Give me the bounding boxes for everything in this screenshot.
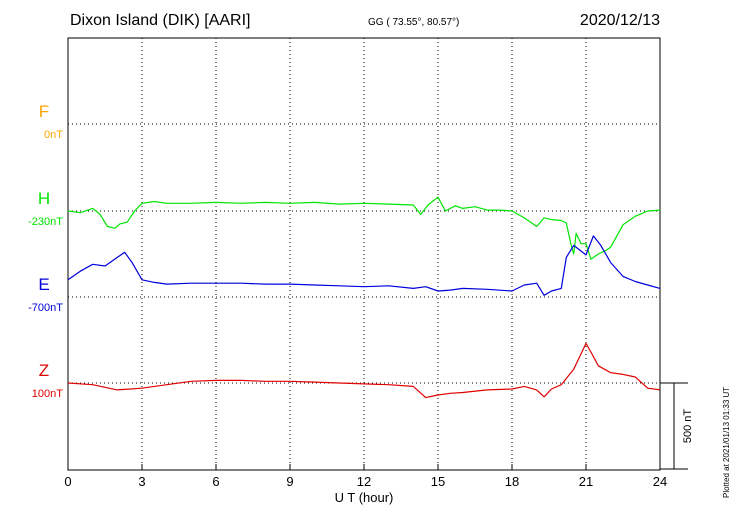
x-tick-label: 12 (357, 474, 371, 489)
x-tick-label: 18 (505, 474, 519, 489)
x-axis-label: U T (hour) (335, 490, 394, 505)
series-line-H (67, 196, 661, 260)
station-title: Dixon Island (DIK) [AARI] (70, 12, 251, 29)
station-coordinates: GG ( 73.55°, 80.57°) (368, 17, 460, 28)
series-labels: F 0nT H -230nT E -700nT Z 100nT (28, 102, 63, 400)
plotted-timestamp: Plotted at 2021/01/13 01:33 UT (722, 386, 730, 498)
series-name-H: H (38, 189, 50, 208)
chart-date: 2020/12/13 (579, 12, 660, 29)
x-tick-label: 6 (212, 474, 219, 489)
scale-bar-label: 500 nT (682, 409, 694, 444)
grid (68, 38, 660, 470)
series-line-Z (67, 342, 661, 399)
series-name-F: F (39, 102, 49, 121)
x-tick-label: 3 (138, 474, 145, 489)
scale-bar: 500 nT (660, 382, 694, 470)
x-tick-label: 0 (64, 474, 71, 489)
series-baseline-E: -700nT (28, 302, 63, 314)
series-baseline-Z: 100nT (32, 388, 63, 400)
x-tick-label: 9 (286, 474, 293, 489)
x-tick-label: 24 (653, 474, 667, 489)
series-name-Z: Z (39, 361, 49, 380)
series-name-E: E (38, 275, 49, 294)
series-baseline-H: -230nT (28, 216, 63, 228)
series-line-E (67, 235, 661, 296)
x-axis-ticks: 0 3 6 9 12 15 18 21 24 (64, 464, 667, 489)
series-lines (67, 196, 661, 399)
series-baseline-F: 0nT (44, 129, 63, 141)
x-tick-label: 15 (431, 474, 445, 489)
x-tick-label: 21 (579, 474, 593, 489)
